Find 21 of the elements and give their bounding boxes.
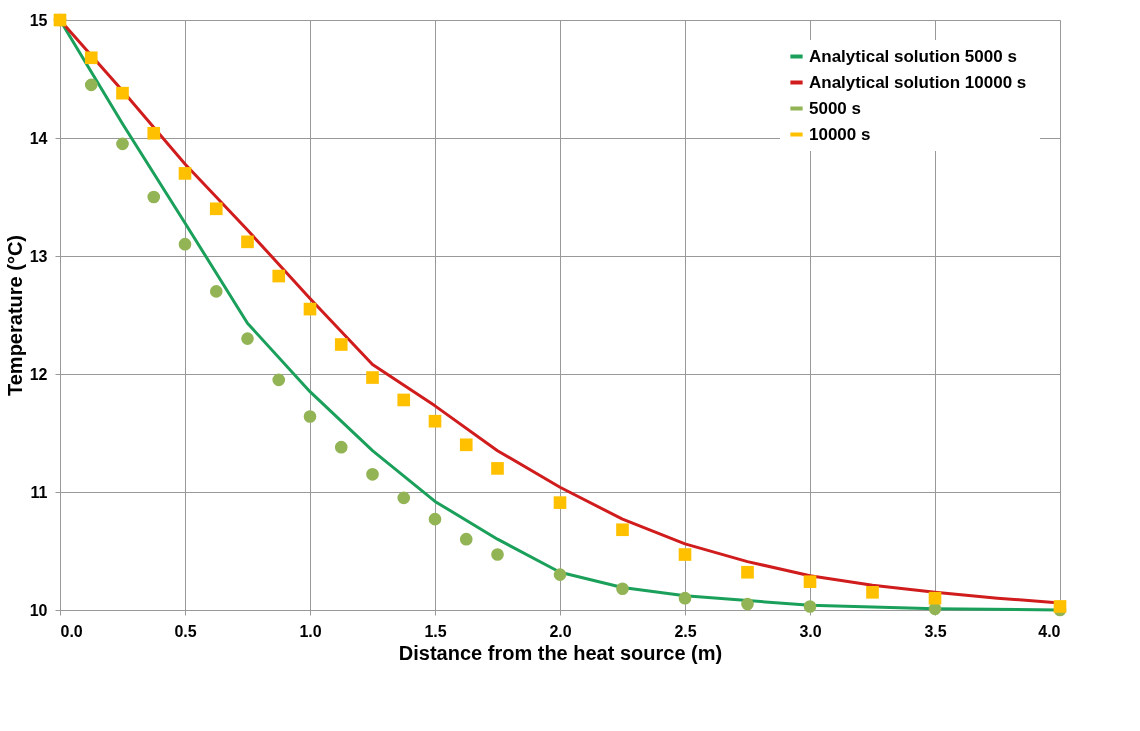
x-tick-label: 3.0 <box>799 622 822 640</box>
x-tick-label: 1.5 <box>424 622 447 640</box>
y-tick-label: 11 <box>30 483 48 501</box>
x-tick-label: 0.0 <box>60 622 83 640</box>
y-axis-title: Temperature (°C) <box>3 235 26 396</box>
y-tick-label: 12 <box>29 365 48 383</box>
legend-label: 5000 s <box>809 98 861 118</box>
legend-label: 10000 s <box>809 124 871 144</box>
x-axis-title: Distance from the heat source (m) <box>398 641 723 664</box>
x-tick-label: 4.0 <box>1038 622 1061 640</box>
y-tick-label: 15 <box>29 11 48 29</box>
x-tick-label: 2.5 <box>674 622 697 640</box>
legend-label: Analytical solution 10000 s <box>809 72 1027 92</box>
x-tick-label: 0.5 <box>174 622 197 640</box>
y-tick-label: 14 <box>29 129 48 147</box>
x-tick-label: 3.5 <box>924 622 947 640</box>
y-tick-label: 10 <box>29 601 48 619</box>
legend-label: Analytical solution 5000 s <box>809 46 1017 66</box>
x-tick-label: 2.0 <box>549 622 572 640</box>
y-tick-label: 13 <box>29 247 48 265</box>
x-tick-label: 1.0 <box>299 622 322 640</box>
